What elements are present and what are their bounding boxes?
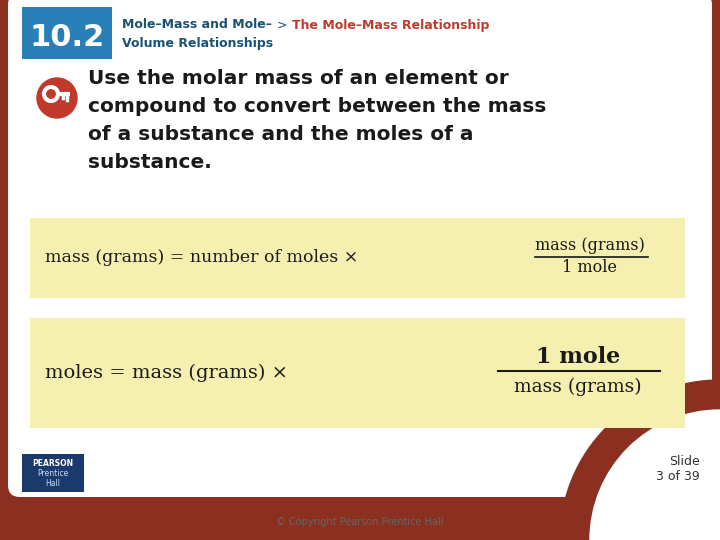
Text: substance.: substance. bbox=[88, 152, 212, 172]
Text: Volume Relationships: Volume Relationships bbox=[122, 37, 273, 50]
FancyBboxPatch shape bbox=[22, 7, 112, 59]
Circle shape bbox=[48, 91, 55, 98]
FancyBboxPatch shape bbox=[8, 0, 712, 497]
Text: 1 mole: 1 mole bbox=[562, 260, 618, 276]
Text: Mole–Mass and Mole–: Mole–Mass and Mole– bbox=[122, 18, 272, 31]
FancyBboxPatch shape bbox=[22, 454, 84, 492]
Text: mass (grams): mass (grams) bbox=[514, 378, 642, 396]
Text: The Mole–Mass Relationship: The Mole–Mass Relationship bbox=[292, 18, 490, 31]
Text: Hall: Hall bbox=[45, 478, 60, 488]
Text: compound to convert between the mass: compound to convert between the mass bbox=[88, 97, 546, 116]
Text: of a substance and the moles of a: of a substance and the moles of a bbox=[88, 125, 474, 144]
Text: mass (grams) = number of moles ×: mass (grams) = number of moles × bbox=[45, 249, 359, 267]
Text: PEARSON: PEARSON bbox=[32, 458, 73, 468]
Text: mass (grams): mass (grams) bbox=[535, 238, 645, 254]
Text: Use the molar mass of an element or: Use the molar mass of an element or bbox=[88, 69, 509, 87]
Text: >: > bbox=[277, 18, 287, 31]
Text: Slide
3 of 39: Slide 3 of 39 bbox=[656, 455, 700, 483]
Text: 10.2: 10.2 bbox=[30, 24, 104, 52]
Circle shape bbox=[560, 380, 720, 540]
Text: Prentice: Prentice bbox=[37, 469, 68, 478]
Text: © Copyright Pearson Prentice Hall: © Copyright Pearson Prentice Hall bbox=[276, 517, 444, 527]
Text: moles = mass (grams) ×: moles = mass (grams) × bbox=[45, 364, 288, 382]
Circle shape bbox=[37, 78, 77, 118]
FancyBboxPatch shape bbox=[30, 218, 685, 298]
FancyBboxPatch shape bbox=[30, 318, 685, 428]
Text: 1 mole: 1 mole bbox=[536, 346, 620, 368]
Circle shape bbox=[590, 410, 720, 540]
